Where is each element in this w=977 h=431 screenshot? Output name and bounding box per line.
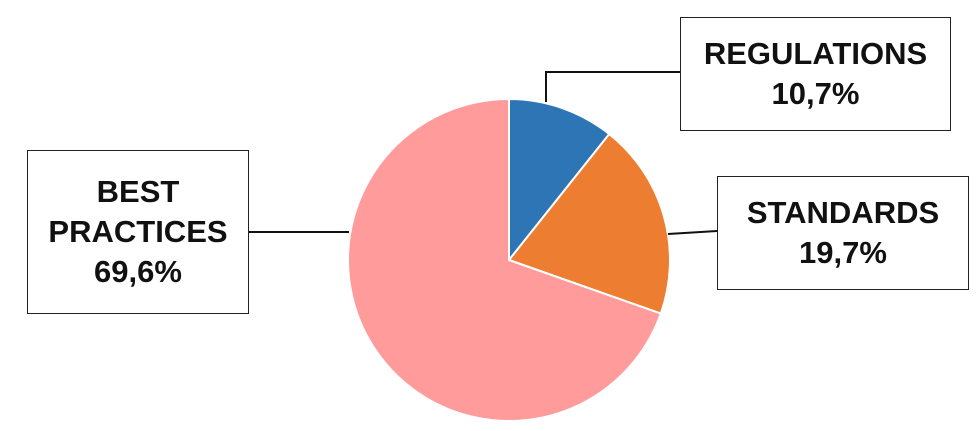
leader-line-regulations [545,71,680,102]
label-best-practices: BEST PRACTICES 69,6% [27,150,249,314]
slice-best-practices [347,97,663,422]
label-best-practices-value: 69,6% [94,254,182,289]
slice-standards [507,132,671,315]
slice-regulations [508,97,611,263]
label-regulations-name: REGULATIONS [703,36,928,71]
label-standards: STANDARDS 19,7% [717,176,969,290]
label-regulations: REGULATIONS 10,7% [680,17,951,131]
label-standards-name: STANDARDS [746,195,940,230]
leader-line-standards [667,230,718,235]
label-regulations-value: 10,7% [771,76,860,111]
label-best-practices-name: BEST PRACTICES [48,174,228,249]
label-standards-value: 19,7% [799,235,887,270]
